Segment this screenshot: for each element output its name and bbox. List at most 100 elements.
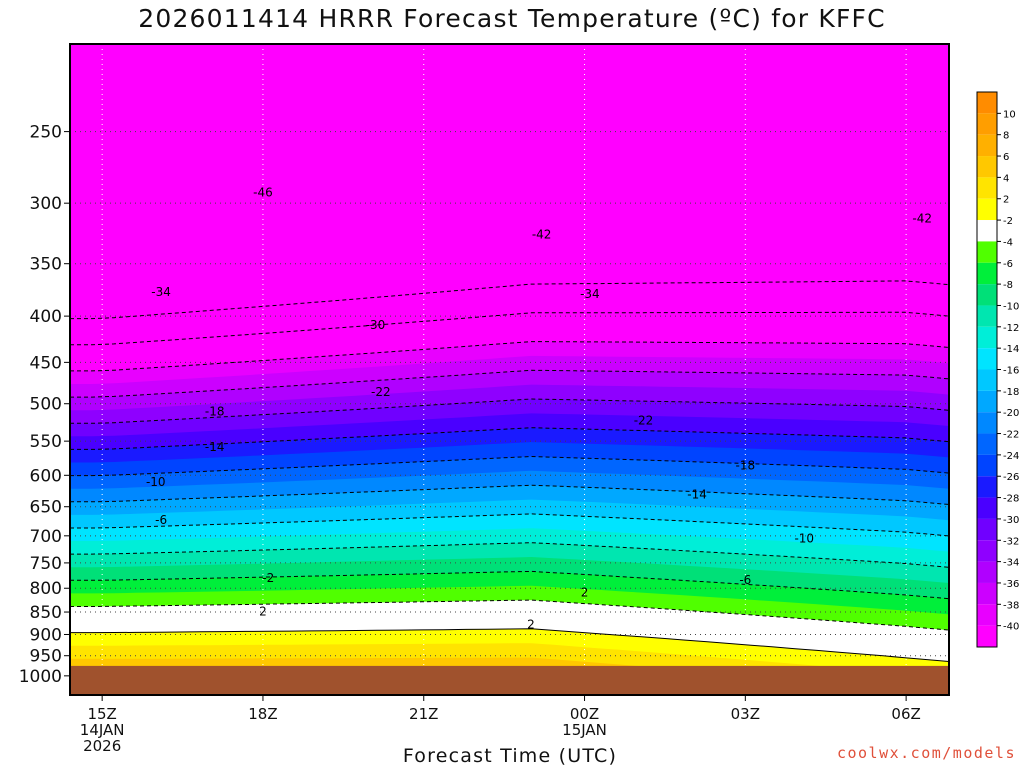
y-tick-label: 700 [30,527,62,547]
ground-fill [70,665,949,695]
y-tick-label: 400 [30,307,62,327]
colorbar-label: -16 [1003,366,1019,377]
colorbar-swatch [977,497,997,519]
y-tick-label: 300 [30,194,62,214]
colorbar-swatch [977,540,997,562]
x-tick-label: 18Z [248,705,277,723]
colorbar-swatch [977,454,997,477]
colorbar-label: -24 [1003,451,1019,462]
contour-label: 2 [581,586,589,600]
y-tick-label: 950 [30,647,62,667]
colorbar-swatch [977,561,997,583]
colorbar-label: 6 [1003,152,1009,163]
contour-label: -34 [580,287,600,301]
colorbar-swatch [977,390,997,413]
contour-layer [70,280,949,662]
x-tick-label: 06Z [891,705,920,723]
x-tick-label: 21Z [409,705,438,723]
contour-label: -22 [371,385,391,399]
colorbar-label: 4 [1003,173,1009,184]
contour-label: -30 [366,318,386,332]
colorbar-swatch [977,284,997,306]
watermark: coolwx.com/models [836,744,1016,762]
colorbar-swatch [977,241,997,263]
y-tick-label: 250 [30,123,62,143]
colorbar-label: -26 [1003,472,1019,483]
colorbar-swatch [977,604,997,626]
colorbar-swatch [977,582,997,605]
colorbar-label: -6 [1003,259,1013,270]
colorbar-swatch [977,262,997,285]
contour-label: -10 [146,475,166,489]
colorbar-swatch [977,412,997,434]
y-tick-label: 1000 [19,667,62,687]
contour-label: -34 [151,285,171,299]
colorbar-label: -2 [1003,216,1013,227]
contour-label: 2 [527,617,535,631]
y-axis: 2503003504004505005506006507007508008509… [19,123,70,687]
x-axis-label: Forecast Time (UTC) [402,745,618,767]
colorbar-swatch [977,134,997,157]
y-tick-label: 800 [30,579,62,599]
colorbar-label: -10 [1003,301,1019,312]
colorbar-swatch [977,305,997,327]
x-tick-label: 14JAN [80,721,125,739]
y-tick-label: 550 [30,432,62,452]
contour-label: -46 [253,186,273,200]
colorbar-label: -36 [1003,579,1019,590]
colorbar-label: -20 [1003,408,1019,419]
colorbar-label: -12 [1003,323,1019,334]
x-tick-label: 15JAN [562,721,607,739]
contour-label: -14 [687,487,707,501]
colorbar-swatch [977,518,997,541]
contour-label: -22 [634,414,654,428]
contour-label: -6 [739,573,751,587]
y-tick-label: 500 [30,395,62,415]
colorbar-label: -30 [1003,515,1019,526]
colorbar-swatch [977,92,997,114]
colorbar-swatch [977,348,997,370]
colorbar-label: -34 [1003,558,1019,569]
x-tick-label: 15Z [87,705,116,723]
grid-layer [70,44,949,695]
y-tick-label: 900 [30,625,62,645]
chart-title: 2026011414 HRRR Forecast Temperature (ºC… [138,4,886,33]
contour-label: -18 [205,404,225,418]
colorbar-swatch [977,369,997,391]
contour-label: -6 [155,513,167,527]
colorbar-label: -28 [1003,494,1019,505]
colorbar-label: 2 [1003,195,1009,206]
colorbar-label: 10 [1003,109,1016,120]
colorbar-swatch [977,177,997,199]
contour-label: 2 [259,605,267,619]
y-tick-label: 750 [30,554,62,574]
colorbar-swatch [977,113,997,135]
x-tick-label: 2026 [83,737,121,755]
y-tick-label: 450 [30,353,62,373]
x-tick-label: 00Z [570,705,599,723]
plot-frame [69,43,950,696]
y-tick-label: 650 [30,498,62,518]
colorbar-swatch [977,625,997,647]
y-tick-label: 350 [30,255,62,275]
y-tick-label: 850 [30,603,62,623]
colorbar-label: -14 [1003,344,1019,355]
colorbar-label: -22 [1003,430,1019,441]
contour-label: -10 [794,532,814,546]
y-tick-label: 600 [30,466,62,486]
colorbar-label: -4 [1003,237,1013,248]
contour-label: -42 [912,212,932,226]
contour-label: -42 [532,228,552,242]
temperature-fill-layer [70,44,949,695]
colorbar-label: -18 [1003,387,1019,398]
colorbar-label: 8 [1003,131,1009,142]
colorbar-swatch [977,198,997,221]
colorbar-swatch [977,156,997,178]
colorbar-label: -40 [1003,622,1019,633]
x-tick-label: 03Z [731,705,760,723]
colorbar-swatch [977,433,997,455]
colorbar: 10 8 6 4 2 -2 -4 -6 -8 -10 -12 -14 -16 -18 -20 -22 -24 -2… [976,91,1019,648]
colorbar-label: -38 [1003,600,1019,611]
